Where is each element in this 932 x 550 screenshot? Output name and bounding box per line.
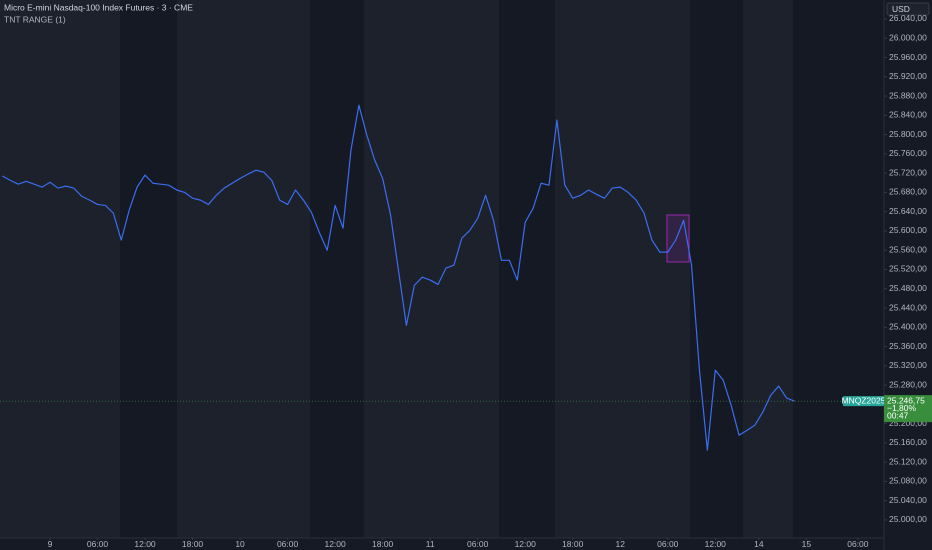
last-price-label: 25.246,75 bbox=[887, 395, 925, 405]
range-box bbox=[666, 214, 690, 263]
y-tick-label: 25.400,00 bbox=[889, 322, 927, 332]
y-tick-label: 25.880,00 bbox=[889, 90, 927, 100]
y-tick-label: 25.720,00 bbox=[889, 167, 927, 177]
x-tick-label: 12:00 bbox=[134, 539, 156, 549]
change-label: −1,80% bbox=[887, 403, 917, 413]
symbol-label: MNQZ2025 bbox=[842, 395, 886, 405]
x-tick-label: 12:00 bbox=[324, 539, 346, 549]
y-tick-label: 25.440,00 bbox=[889, 302, 927, 312]
y-tick-label: 25.680,00 bbox=[889, 187, 927, 197]
x-tick-label: 06:00 bbox=[87, 539, 109, 549]
y-tick-label: 25.080,00 bbox=[889, 476, 927, 486]
x-tick-label: 12:00 bbox=[515, 539, 537, 549]
y-tick-label: 25.000,00 bbox=[889, 514, 927, 524]
symbol-tag bbox=[843, 396, 884, 407]
y-tick-label: 25.360,00 bbox=[889, 341, 927, 351]
time-axis bbox=[0, 538, 884, 550]
y-tick-label: 26.040,00 bbox=[889, 13, 927, 23]
x-tick-label: 11 bbox=[426, 539, 435, 549]
y-tick-label: 25.160,00 bbox=[889, 437, 927, 447]
y-tick-label: 25.200,00 bbox=[889, 418, 927, 428]
y-tick-label: 25.760,00 bbox=[889, 148, 927, 158]
last-price-box bbox=[884, 395, 932, 423]
x-tick-label: 06:00 bbox=[657, 539, 679, 549]
x-tick-label: 06:00 bbox=[277, 539, 299, 549]
x-tick-label: 18:00 bbox=[182, 539, 204, 549]
x-tick-label: 15 bbox=[802, 539, 812, 549]
y-tick-label: 25.280,00 bbox=[889, 379, 927, 389]
y-tick-label: 25.600,00 bbox=[889, 225, 927, 235]
session-band bbox=[120, 0, 177, 538]
y-tick-label: 25.920,00 bbox=[889, 71, 927, 81]
y-tick-label: 25.960,00 bbox=[889, 52, 927, 62]
session-band bbox=[499, 0, 555, 538]
y-tick-label: 25.800,00 bbox=[889, 129, 927, 139]
x-tick-label: 18:00 bbox=[562, 539, 584, 549]
y-tick-label: 25.480,00 bbox=[889, 283, 927, 293]
x-tick-label: 14 bbox=[754, 539, 764, 549]
y-tick-label: 25.120,00 bbox=[889, 456, 927, 466]
session-band bbox=[690, 0, 743, 538]
session-band bbox=[793, 0, 884, 538]
x-tick-label: 12:00 bbox=[705, 539, 727, 549]
price-line bbox=[2, 104, 795, 451]
y-tick-label: 25.040,00 bbox=[889, 495, 927, 505]
x-tick-label: 9 bbox=[48, 539, 53, 549]
y-tick-label: 25.840,00 bbox=[889, 110, 927, 120]
y-tick-label: 25.520,00 bbox=[889, 264, 927, 274]
y-tick-label: 26.000,00 bbox=[889, 32, 927, 42]
currency-box[interactable] bbox=[886, 2, 930, 16]
x-tick-label: 06:00 bbox=[467, 539, 489, 549]
x-tick-label: 12 bbox=[616, 539, 626, 549]
y-tick-label: 25.560,00 bbox=[889, 244, 927, 254]
chart-title: Micro E-mini Nasdaq-100 Index Futures · … bbox=[4, 2, 193, 12]
x-tick-label: 06:00 bbox=[847, 539, 869, 549]
countdown: 00:47 bbox=[887, 410, 909, 420]
currency[interactable]: USD bbox=[892, 4, 910, 14]
x-tick-label: 18:00 bbox=[372, 539, 394, 549]
indicator-label: TNT RANGE (1) bbox=[4, 14, 66, 24]
price-axis bbox=[884, 0, 932, 550]
y-tick-label: 25.320,00 bbox=[889, 360, 927, 370]
session-band bbox=[310, 0, 364, 538]
y-tick-label: 25.640,00 bbox=[889, 206, 927, 216]
x-tick-label: 10 bbox=[235, 539, 245, 549]
